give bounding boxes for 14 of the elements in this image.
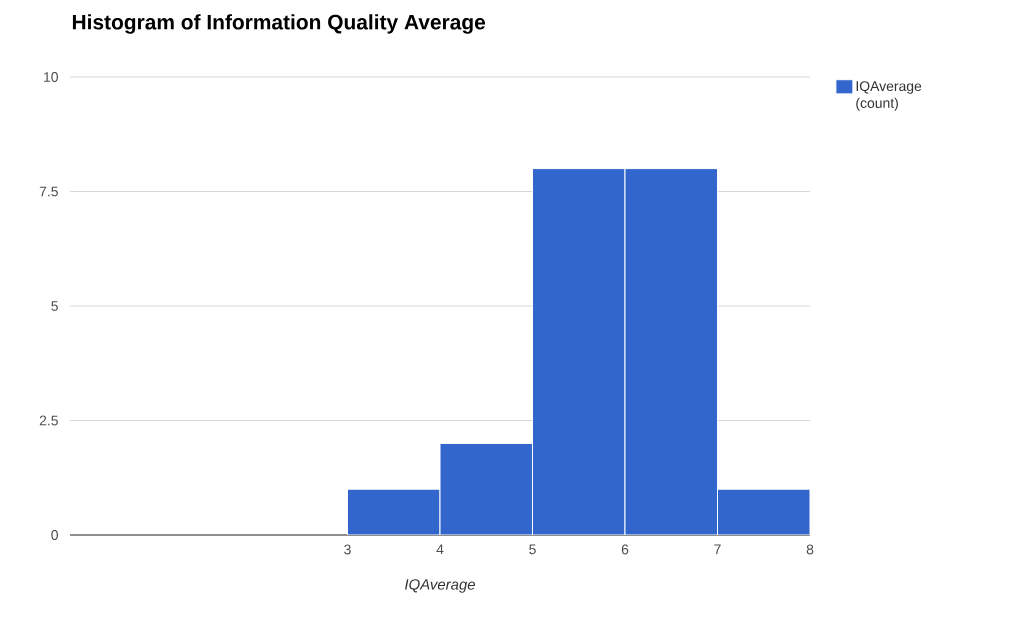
- x-tick-label: 5: [529, 544, 536, 555]
- legend-label: IQAverage (count): [856, 81, 922, 111]
- x-tick-label: 4: [436, 544, 444, 555]
- x-tick-label: 6: [621, 544, 629, 555]
- y-tick-label: 10: [44, 72, 58, 82]
- x-tick-label: 8: [806, 544, 814, 555]
- x-tick-label: 7: [714, 544, 721, 555]
- y-tick-label: 7.5: [39, 186, 58, 197]
- chart-title: Histogram of Information Quality Average: [72, 14, 486, 34]
- y-tick-label: 5: [51, 301, 58, 311]
- y-tick-label: 2.5: [39, 415, 58, 426]
- x-axis-title: IQAverage: [405, 579, 476, 593]
- x-tick-label: 3: [344, 544, 351, 555]
- y-tick-label: 0: [51, 530, 58, 540]
